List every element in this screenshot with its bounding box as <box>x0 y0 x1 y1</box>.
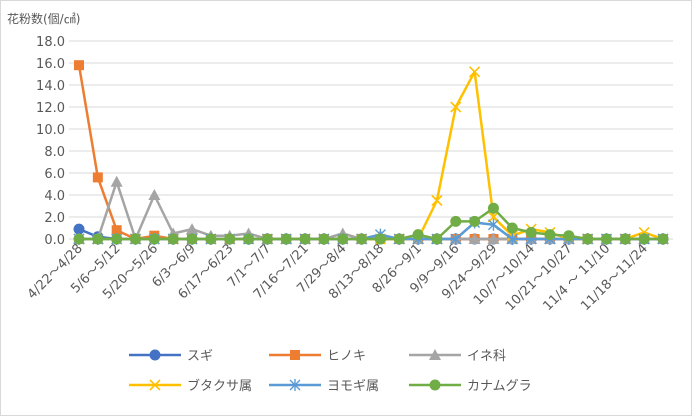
data-point <box>582 233 594 245</box>
legend-marker <box>429 349 441 360</box>
data-point <box>450 101 462 113</box>
y-tick-label: 6.0 <box>44 167 65 182</box>
data-point <box>487 202 499 214</box>
data-point <box>111 225 122 236</box>
x-tick-label: 11/4 ～ 11/10 <box>541 241 614 314</box>
data-point <box>450 215 462 227</box>
legend-label: カナムグラ <box>467 379 532 394</box>
data-point <box>224 233 236 245</box>
data-point <box>92 233 104 245</box>
data-point <box>73 223 85 235</box>
y-tick-label: 4.0 <box>44 189 65 204</box>
legend-item: スギ <box>129 349 213 364</box>
legend-label: ブタクサ属 <box>187 378 252 394</box>
data-point <box>412 229 424 241</box>
series-3 <box>73 175 669 244</box>
data-point <box>186 233 198 245</box>
data-point <box>487 218 499 231</box>
data-point <box>657 233 669 245</box>
data-point <box>450 233 462 245</box>
data-point <box>468 233 481 244</box>
data-point <box>506 222 518 234</box>
data-point <box>130 233 142 245</box>
data-point <box>110 175 123 187</box>
series-line <box>79 206 663 241</box>
data-point <box>186 223 199 235</box>
y-tick-label: 0.0 <box>44 233 65 248</box>
legend-label: イネ科 <box>467 349 506 364</box>
data-point <box>318 233 330 245</box>
data-point <box>111 233 123 245</box>
legend-marker <box>290 350 300 360</box>
data-point <box>148 189 161 200</box>
series-2 <box>74 60 668 244</box>
data-point <box>299 233 311 245</box>
data-point <box>506 233 518 245</box>
series-1 <box>73 223 669 245</box>
data-point <box>563 230 575 242</box>
series-line <box>77 64 663 241</box>
gridlines <box>69 40 673 240</box>
x-tick-label: 11/18～11/24 <box>578 241 651 314</box>
y-tick-label: 8.0 <box>44 145 65 160</box>
legend-item: ヨモギ属 <box>269 379 379 394</box>
data-point <box>261 233 273 245</box>
legend-marker <box>149 349 161 361</box>
legend-item: イネ科 <box>409 349 506 364</box>
data-point <box>337 233 349 245</box>
series-5 <box>73 216 669 245</box>
y-tick-label: 16.0 <box>36 57 65 72</box>
x-tick-label: 10/21～10/27 <box>503 241 576 314</box>
series-group <box>73 60 669 245</box>
data-point <box>280 233 292 245</box>
data-point <box>469 66 481 78</box>
legend-marker <box>429 379 441 391</box>
legend-item: ブタクサ属 <box>129 378 252 394</box>
data-point <box>431 233 443 245</box>
data-point <box>74 60 84 71</box>
y-tick-label: 14.0 <box>36 79 65 94</box>
data-point <box>92 172 103 183</box>
legend-marker <box>149 379 161 391</box>
data-point <box>638 233 650 245</box>
data-point <box>393 233 405 245</box>
data-point <box>148 233 160 245</box>
series-line <box>79 70 664 241</box>
data-point <box>374 233 386 245</box>
data-point <box>469 215 481 227</box>
y-tick-label: 12.0 <box>36 101 65 116</box>
data-point <box>487 233 500 244</box>
series-6 <box>73 202 669 245</box>
legend-label: ヨモギ属 <box>327 379 379 394</box>
data-point <box>544 229 556 241</box>
legend-item: カナムグラ <box>409 379 532 394</box>
data-point <box>431 194 443 207</box>
y-tick-label: 18.0 <box>36 35 65 50</box>
y-axis-ticks: 0.0 2.0 4.0 6.0 8.0 10.0 12.0 14.0 16.0 18.0 <box>36 35 65 248</box>
legend-label: スギ <box>187 349 213 364</box>
data-point <box>600 233 612 245</box>
data-point <box>205 233 217 245</box>
data-point <box>356 233 368 245</box>
data-point <box>73 233 85 245</box>
legend-marker <box>289 379 301 391</box>
legend-label: ヒノキ <box>327 349 366 364</box>
legend-item: ヒノキ <box>269 349 366 364</box>
y-tick-label: 2.0 <box>44 211 65 226</box>
data-point <box>167 233 179 245</box>
y-axis-label: 花粉数(個/㎠) <box>7 11 80 26</box>
data-point <box>619 233 631 245</box>
series-line <box>79 180 663 241</box>
data-point <box>487 211 500 223</box>
y-tick-label: 10.0 <box>36 123 65 138</box>
data-point <box>243 233 255 245</box>
data-point <box>525 226 537 238</box>
x-axis-ticks: 4/22～4/285/6～5/125/20～5/266/3～6/96/17～6/… <box>25 241 651 314</box>
